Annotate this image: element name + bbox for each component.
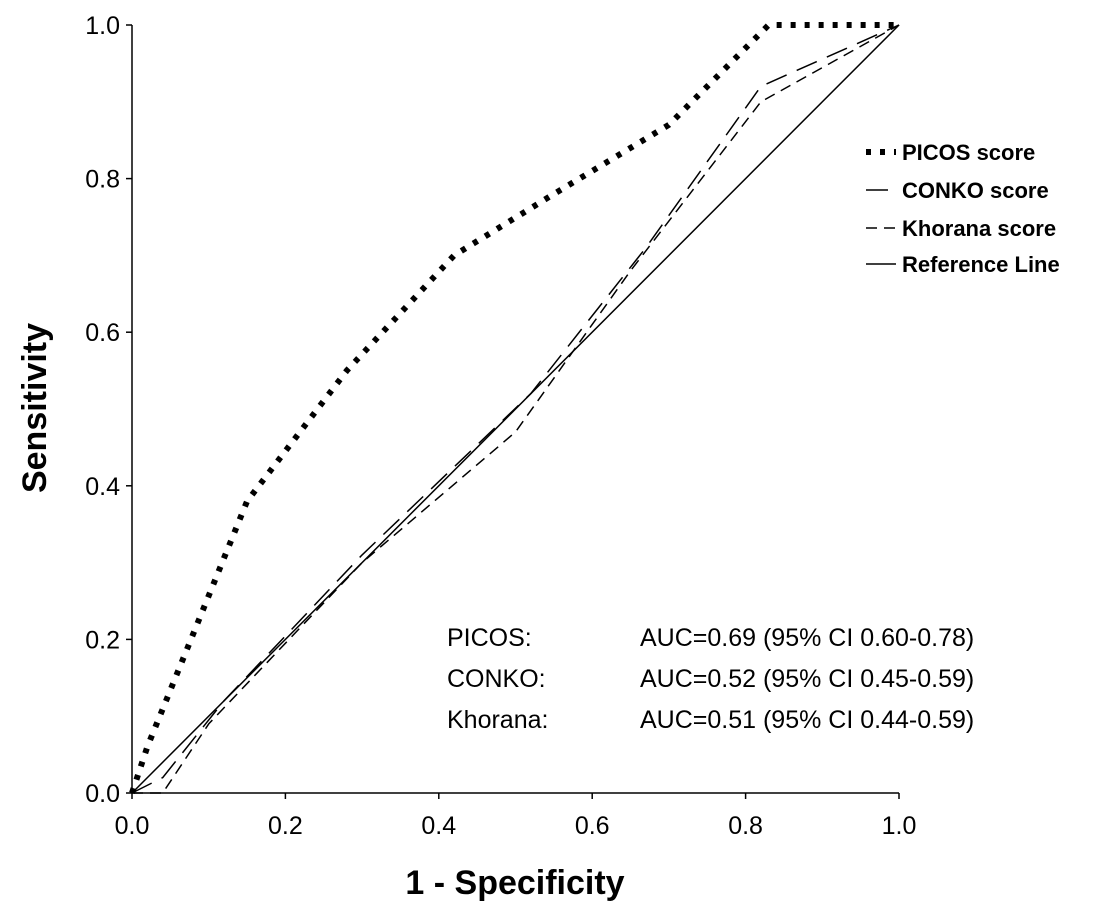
annotation-value: AUC=0.69 (95% CI 0.60-0.78) xyxy=(640,624,974,652)
legend-label-conko-score: CONKO score xyxy=(902,178,1049,203)
x-tick-label: 0.6 xyxy=(575,812,610,840)
legend-label-reference-line: Reference Line xyxy=(902,252,1060,277)
y-tick-label: 0.4 xyxy=(85,473,120,501)
annotation-value: AUC=0.52 (95% CI 0.45-0.59) xyxy=(640,665,974,693)
y-tick-label: 0.0 xyxy=(85,780,120,808)
x-tick-label: 0.2 xyxy=(268,812,303,840)
x-tick-label: 0.0 xyxy=(115,812,150,840)
y-tick-group: 0.0 0.2 0.4 0.6 0.8 1.0 xyxy=(85,12,132,808)
series-line-reference-line xyxy=(131,24,900,794)
series-line-khorana-score xyxy=(132,24,900,794)
legend: PICOS score CONKO score Khorana score Refer… xyxy=(866,140,1060,277)
y-tick-label: 0.2 xyxy=(85,626,120,654)
annotation-label: Khorana: xyxy=(447,706,548,734)
x-tick-label: 0.4 xyxy=(421,812,456,840)
series-line-conko-score xyxy=(131,24,900,794)
y-tick-label: 0.8 xyxy=(85,166,120,194)
series-lines xyxy=(129,22,900,794)
annotation-label: PICOS: xyxy=(447,624,532,652)
axes xyxy=(131,25,899,794)
y-tick-label: 1.0 xyxy=(85,12,120,40)
annotation-value: AUC=0.51 (95% CI 0.44-0.59) xyxy=(640,706,974,734)
x-tick-label: 0.8 xyxy=(728,812,763,840)
legend-label-khorana-score: Khorana score xyxy=(902,216,1056,241)
series-line-picos-score xyxy=(129,22,899,794)
auc-annotations: PICOS: AUC=0.69 (95% CI 0.60-0.78) CONKO: A… xyxy=(447,624,974,734)
legend-label-picos-score: PICOS score xyxy=(902,140,1035,165)
annotation-label: CONKO: xyxy=(447,665,546,693)
x-tick-label: 1.0 xyxy=(882,812,917,840)
y-axis-title: Sensitivity xyxy=(16,323,54,493)
x-tick-group: 0.0 0.2 0.4 0.6 0.8 1.0 xyxy=(115,793,917,840)
x-axis-title: 1 - Specificity xyxy=(405,864,624,902)
y-tick-label: 0.6 xyxy=(85,319,120,347)
